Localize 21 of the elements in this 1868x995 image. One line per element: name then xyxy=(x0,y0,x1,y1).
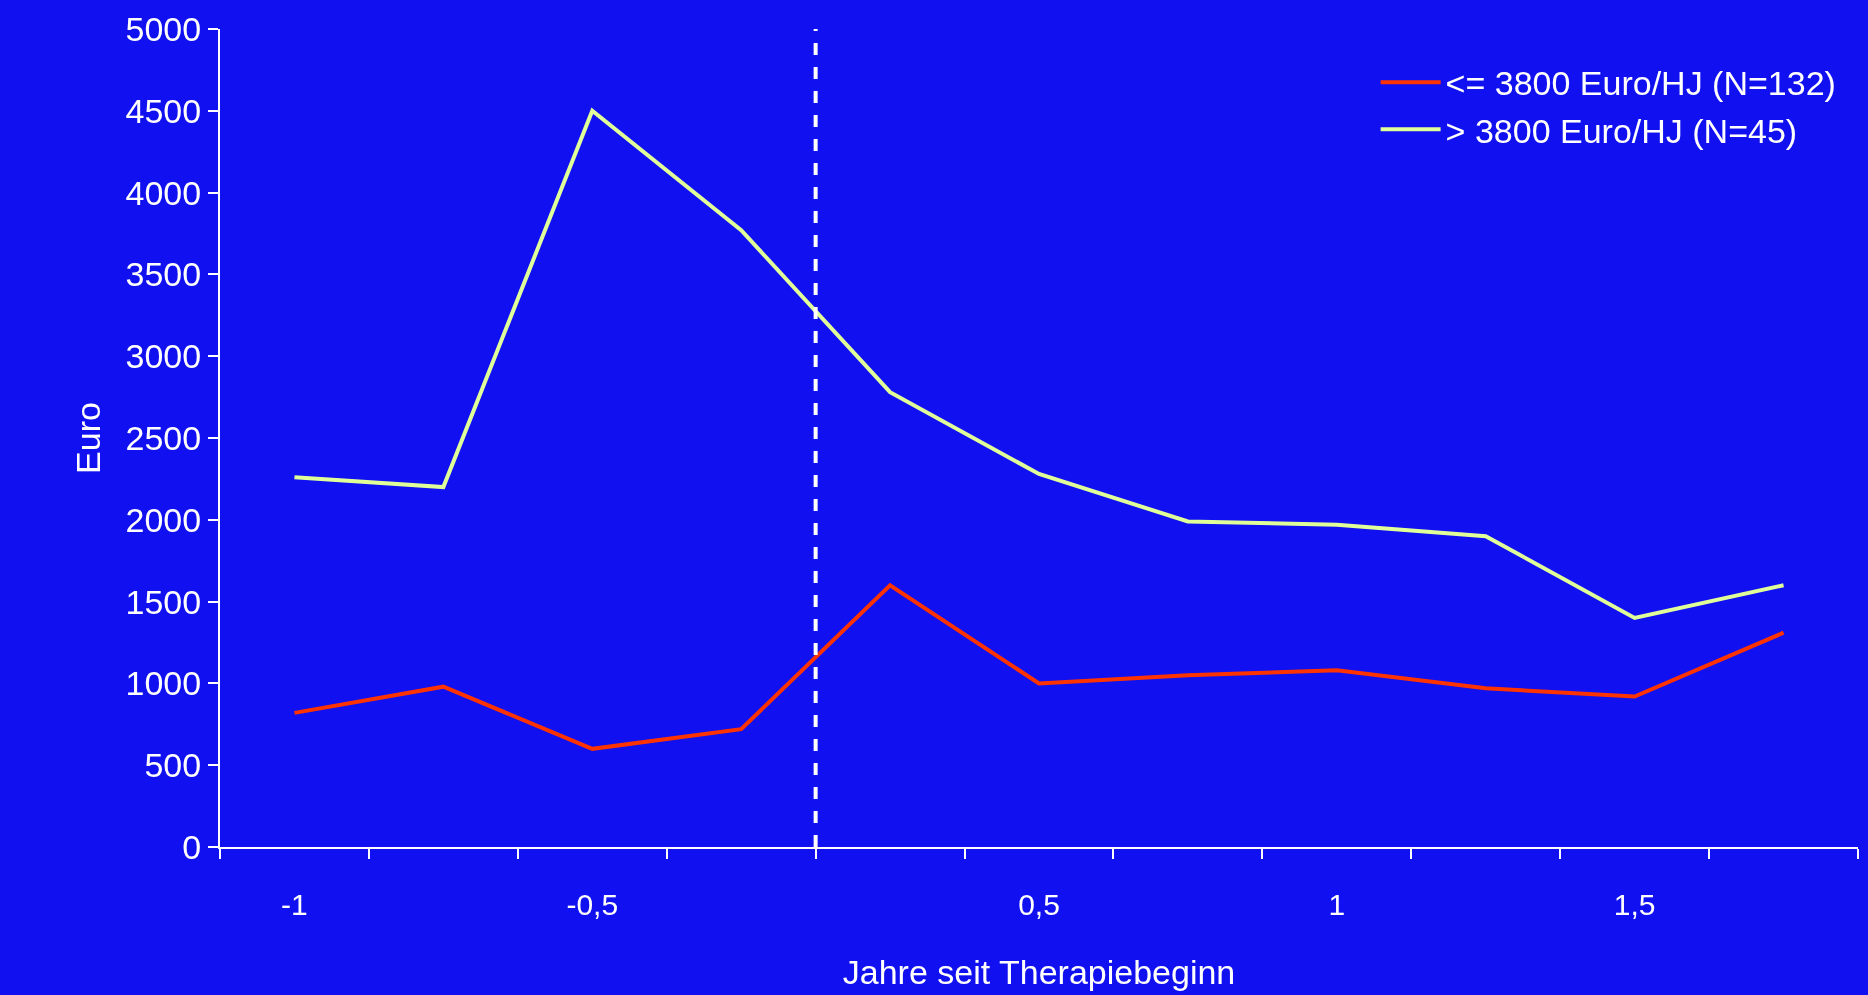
y-tick-label: 5000 xyxy=(125,9,202,48)
legend-label: <= 3800 Euro/HJ (N=132) xyxy=(1445,64,1836,103)
y-tick-label: 3500 xyxy=(125,255,202,294)
y-tick-label: 4000 xyxy=(125,173,202,212)
y-tick-label: 4500 xyxy=(125,91,202,130)
y-tick-label: 1000 xyxy=(125,664,202,703)
y-axis-title: Euro xyxy=(68,402,107,474)
x-axis-title: Jahre seit Therapiebeginn xyxy=(842,952,1236,991)
x-tick-label: 1 xyxy=(1328,888,1346,921)
x-tick-label: 1,5 xyxy=(1613,888,1656,921)
y-tick-label: 1500 xyxy=(125,582,202,621)
legend-label: > 3800 Euro/HJ (N=45) xyxy=(1445,111,1798,150)
y-tick-label: 0 xyxy=(182,827,202,866)
y-tick-label: 500 xyxy=(144,746,202,785)
x-tick-label: -0,5 xyxy=(566,888,619,921)
y-tick-label: 2500 xyxy=(125,418,202,457)
line-series xyxy=(292,583,1786,751)
x-tick-label: -1 xyxy=(281,888,308,921)
x-tick-label: 0,5 xyxy=(1018,888,1060,921)
y-tick-label: 2000 xyxy=(125,500,202,539)
y-tick-label: 3000 xyxy=(125,337,202,376)
